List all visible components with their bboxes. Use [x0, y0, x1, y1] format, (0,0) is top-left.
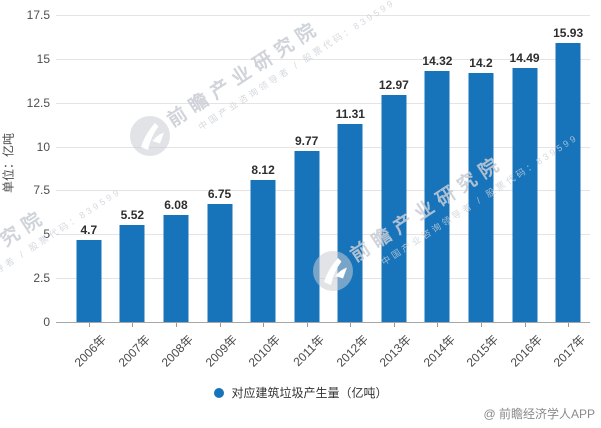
- bar-value-label: 11.31: [335, 106, 365, 121]
- x-axis-line: [56, 322, 590, 323]
- gridline: [56, 146, 590, 148]
- gridline: [56, 15, 590, 16]
- bar-value-label: 4.7: [80, 222, 98, 237]
- bar-slot: 12.97: [372, 15, 416, 322]
- x-axis-tick: [219, 323, 221, 327]
- x-axis-tick: [88, 323, 90, 327]
- bar: [337, 123, 363, 322]
- x-axis-tick: [263, 323, 265, 327]
- bar: [250, 179, 276, 322]
- x-axis-label: 2011年: [290, 332, 328, 370]
- x-axis-slot: 2006年: [67, 322, 111, 380]
- x-axis-slot: 2017年: [546, 322, 590, 380]
- bar-slot: 11.31: [328, 15, 372, 322]
- y-axis-tick-label: 2.5: [33, 271, 50, 286]
- bar-slot: 5.52: [111, 15, 155, 322]
- bars-row: 4.7 5.52 6.08 6.75 8.12 9.77 11.31 12.97 14.32 14…: [67, 15, 590, 322]
- x-axis-label: 2013年: [376, 332, 415, 370]
- y-axis-tick-label: 15: [36, 51, 50, 66]
- bar-slot: 15.93: [546, 15, 590, 322]
- gridline: [56, 190, 590, 192]
- x-axis-label: 2016年: [507, 332, 545, 370]
- bar-value-label: 8.12: [251, 162, 275, 177]
- bar: [468, 72, 494, 322]
- bar: [294, 150, 320, 322]
- bar-slot: 6.08: [154, 15, 198, 322]
- x-axis-tick: [306, 323, 308, 327]
- x-axis-tick: [393, 323, 395, 327]
- bar-value-label: 6.08: [164, 198, 188, 213]
- bar: [76, 239, 102, 322]
- x-axis-slot: 2014年: [416, 322, 460, 380]
- x-axis-slot: 2012年: [328, 322, 372, 380]
- x-axis-tick: [350, 323, 352, 327]
- x-axis-tick: [568, 323, 570, 327]
- x-axis-slot: 2015年: [459, 322, 503, 380]
- x-axis-label: 2009年: [202, 332, 240, 370]
- gridline: [56, 234, 590, 236]
- x-axis-label: 2008年: [159, 332, 197, 370]
- x-axis-label: 2006年: [71, 332, 110, 370]
- bar-value-label: 9.77: [294, 133, 319, 148]
- x-axis-tick: [175, 323, 177, 327]
- bar-value-label: 15.93: [553, 25, 584, 40]
- bar-value-label: 14.32: [422, 53, 453, 68]
- bar-value-label: 14.2: [469, 55, 493, 70]
- bar: [555, 42, 581, 322]
- x-axis-slot: 2010年: [241, 322, 285, 380]
- bar-slot: 14.32: [416, 15, 460, 322]
- x-axis-label: 2017年: [551, 332, 589, 370]
- bar-slot: 14.2: [459, 15, 503, 322]
- gridline: [56, 102, 590, 104]
- bar-value-label: 6.75: [207, 186, 232, 201]
- legend-label: 对应建筑垃圾产生量（亿吨）: [231, 386, 388, 400]
- x-axis-slot: 2009年: [198, 322, 242, 380]
- gridline: [56, 58, 590, 60]
- bar: [119, 225, 145, 322]
- legend-marker-circle-icon: [213, 387, 224, 398]
- y-axis-tick-label: 17.5: [26, 8, 50, 22]
- bar-value-label: 14.49: [509, 50, 540, 65]
- x-axis-label: 2014年: [420, 332, 458, 370]
- bar: [512, 67, 538, 322]
- x-axis-slot: 2007年: [111, 322, 155, 380]
- bar-slot: 9.77: [285, 15, 329, 322]
- y-axis-tick-label: 0: [43, 315, 50, 329]
- bar: [163, 215, 189, 322]
- x-axis-tick: [480, 323, 482, 327]
- bar-slot: 14.49: [503, 15, 547, 322]
- bar-slot: 4.7: [67, 15, 111, 322]
- y-axis-tick-label: 7.5: [33, 183, 50, 198]
- x-axis-slot: 2011年: [285, 322, 329, 380]
- bar-value-label: 5.52: [120, 208, 145, 223]
- y-axis-tick-label: 12.5: [26, 95, 50, 110]
- x-axis-label: 2010年: [246, 332, 284, 370]
- bar-slot: 8.12: [241, 15, 285, 322]
- x-axis-label: 2007年: [115, 332, 153, 370]
- x-axis-tick: [132, 323, 134, 327]
- x-axis-slot: 2008年: [154, 322, 198, 380]
- bar-value-label: 12.97: [378, 77, 409, 92]
- legend: 对应建筑垃圾产生量（亿吨）: [213, 384, 388, 401]
- x-axis-slot: 2013年: [372, 322, 416, 380]
- x-axis-label: 2012年: [333, 332, 371, 370]
- bar-slot: 6.75: [198, 15, 242, 322]
- bar: [207, 203, 233, 322]
- x-axis-slot: 2016年: [503, 322, 547, 380]
- bar: [424, 70, 450, 322]
- x-axis-tick: [437, 323, 439, 327]
- y-axis-tick-label: 10: [36, 139, 50, 154]
- y-axis-tick-label: 5: [43, 227, 50, 242]
- x-axis-tick: [524, 323, 526, 327]
- bar: [381, 94, 407, 322]
- source-credit: @ 前瞻经济学人APP: [483, 407, 595, 421]
- x-axis-labels-row: 2006年 2007年 2008年 2009年 2010年 2011年 2012年 2013年…: [67, 322, 590, 380]
- x-axis-label: 2015年: [464, 332, 502, 370]
